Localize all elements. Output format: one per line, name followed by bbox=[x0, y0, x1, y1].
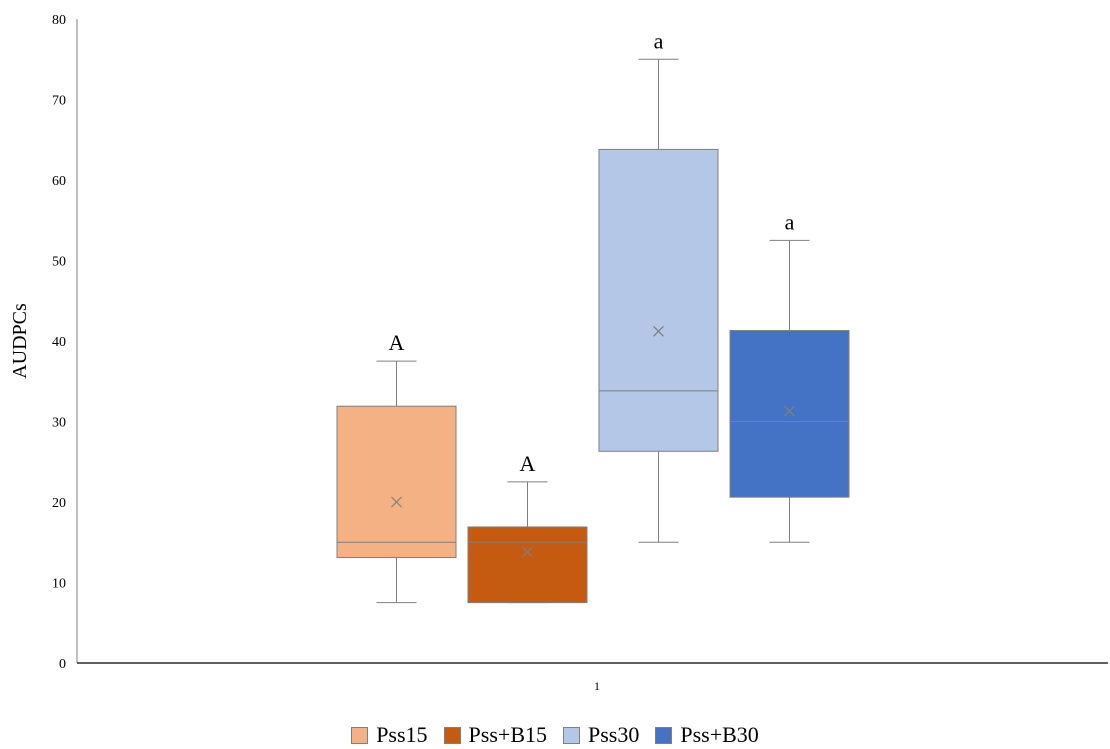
y-tick-label: 10 bbox=[52, 577, 66, 592]
mean-marker-stroke bbox=[522, 546, 533, 558]
y-tick-label: 50 bbox=[52, 255, 66, 270]
mean-marker bbox=[522, 546, 533, 558]
y-tick-label: 20 bbox=[52, 496, 66, 511]
iqr-box bbox=[598, 148, 719, 452]
y-tick-label: 60 bbox=[52, 174, 66, 189]
significance-letter: a bbox=[785, 209, 795, 234]
legend-item-pss15: Pss15 bbox=[351, 722, 428, 748]
mean-marker bbox=[653, 325, 664, 337]
iqr-box bbox=[336, 405, 457, 559]
y-tick-label: 80 bbox=[52, 13, 66, 28]
legend-label: Pss30 bbox=[588, 722, 640, 747]
axes bbox=[76, 19, 1108, 664]
iqr-box bbox=[729, 330, 850, 498]
iqr-box bbox=[467, 526, 588, 604]
box-plot-chart: 0 10 20 30 40 50 60 70 80 AUDPCs 1 A Aa a bbox=[9, 13, 1108, 693]
box-pss-b15: A bbox=[467, 451, 588, 604]
legend-swatch bbox=[563, 726, 580, 744]
mean-marker-stroke bbox=[653, 325, 664, 337]
boxes: A Aa a bbox=[336, 28, 850, 604]
y-tick-label: 40 bbox=[52, 335, 66, 350]
legend-swatch bbox=[351, 726, 369, 744]
significance-letter: A bbox=[520, 451, 536, 476]
legend-item-pss30: Pss30 bbox=[563, 722, 639, 748]
y-tick-label: 0 bbox=[59, 657, 66, 672]
y-tick-labels: 0 10 20 30 40 50 60 70 80 bbox=[52, 13, 66, 672]
x-tick-label: 1 bbox=[594, 679, 600, 693]
mean-marker-stroke bbox=[391, 496, 402, 508]
legend: Pss15 Pss+B15 Pss30 Pss+B30 bbox=[0, 722, 1110, 748]
significance-letter: A bbox=[389, 330, 405, 355]
legend-label: Pss15 bbox=[376, 722, 428, 747]
mean-marker-stroke bbox=[784, 405, 795, 417]
legend-label: Pss+B15 bbox=[468, 722, 547, 747]
box-pss15: A bbox=[336, 330, 457, 604]
mean-marker bbox=[784, 405, 795, 417]
significance-letter: a bbox=[654, 28, 664, 53]
y-tick-label: 30 bbox=[52, 416, 66, 431]
mean-marker bbox=[391, 496, 402, 508]
legend-item-pss-b30: Pss+B30 bbox=[655, 722, 759, 748]
box-pss-b30: a bbox=[729, 209, 850, 543]
y-axis-title: AUDPCs bbox=[9, 303, 31, 379]
legend-item-pss-b15: Pss+B15 bbox=[443, 722, 547, 748]
legend-swatch bbox=[655, 726, 673, 744]
box-pss30: a bbox=[598, 28, 719, 543]
y-tick-label: 70 bbox=[52, 94, 66, 109]
legend-swatch bbox=[443, 726, 461, 744]
legend-label: Pss+B30 bbox=[680, 722, 759, 747]
